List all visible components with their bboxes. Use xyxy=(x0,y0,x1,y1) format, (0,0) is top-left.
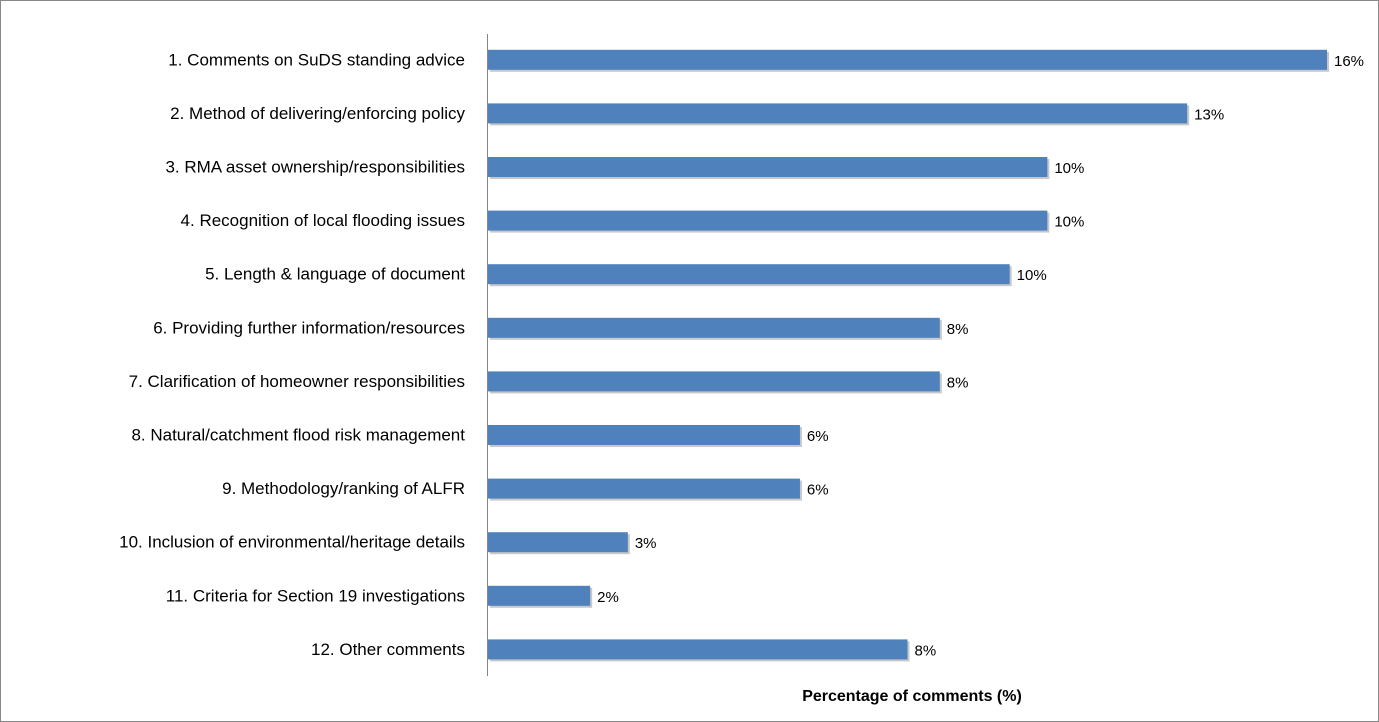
value-label: 13% xyxy=(1194,106,1224,123)
y-tick-label: 5. Length & language of document xyxy=(205,265,465,284)
value-label: 8% xyxy=(915,642,937,659)
x-axis-title: Percentage of comments (%) xyxy=(802,688,1022,705)
y-tick-label: 3. RMA asset ownership/responsibilities xyxy=(165,157,465,176)
y-tick-label: 9. Methodology/ranking of ALFR xyxy=(222,479,465,498)
bar xyxy=(488,49,1327,70)
value-label: 6% xyxy=(807,482,829,499)
bar xyxy=(488,425,800,445)
y-tick-label: 1. Comments on SuDS standing advice xyxy=(168,50,465,69)
value-label: 6% xyxy=(807,428,829,445)
value-label: 10% xyxy=(1017,267,1047,284)
bar xyxy=(488,478,800,499)
y-tick-label: 2. Method of delivering/enforcing policy xyxy=(170,104,465,123)
bar xyxy=(488,585,591,606)
value-label: 8% xyxy=(947,374,969,391)
bar xyxy=(488,103,1188,124)
y-tick-label: 4. Recognition of local flooding issues xyxy=(181,211,465,230)
y-tick-label: 7. Clarification of homeowner responsibi… xyxy=(129,372,465,391)
value-label: 2% xyxy=(597,589,619,606)
value-label: 16% xyxy=(1334,53,1364,70)
value-label: 10% xyxy=(1054,214,1084,231)
y-tick-label: 11. Criteria for Section 19 investigatio… xyxy=(166,586,465,605)
value-label: 10% xyxy=(1054,160,1084,177)
bar xyxy=(488,371,940,392)
value-label: 8% xyxy=(947,321,969,338)
y-tick-label: 6. Providing further information/resourc… xyxy=(153,318,465,337)
bar xyxy=(488,317,940,338)
bar xyxy=(488,639,908,660)
y-tick-label: 12. Other comments xyxy=(311,640,465,659)
y-tick-label: 8. Natural/catchment flood risk manageme… xyxy=(131,425,465,444)
bar xyxy=(488,532,628,553)
bar xyxy=(488,210,1048,231)
bar xyxy=(488,157,1048,177)
value-label: 3% xyxy=(635,535,657,552)
bar xyxy=(488,264,1010,285)
y-tick-label: 10. Inclusion of environmental/heritage … xyxy=(119,533,465,552)
